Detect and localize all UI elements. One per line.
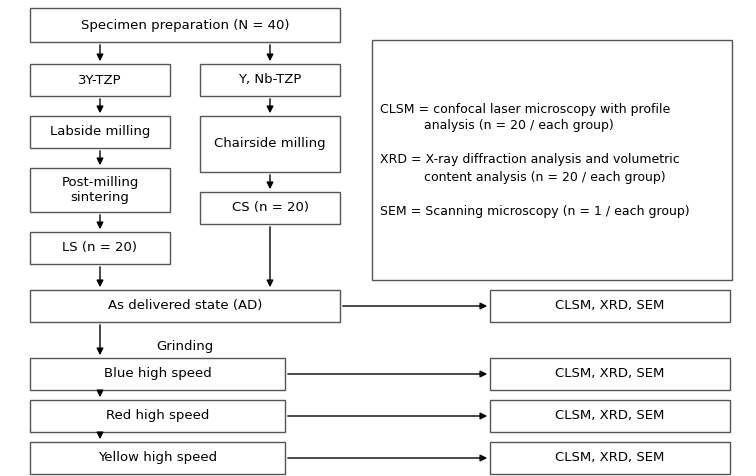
Bar [200,116,340,172]
Bar [490,400,730,432]
Text: CLSM, XRD, SEM: CLSM, XRD, SEM [556,367,665,380]
Text: CLSM = confocal laser microscopy with profile
           analysis (n = 20 / each: CLSM = confocal laser microscopy with pr… [380,102,689,218]
Text: Chairside milling: Chairside milling [214,138,326,150]
Bar [30,8,340,42]
Text: CS (n = 20): CS (n = 20) [231,201,308,215]
Text: Grinding: Grinding [156,340,214,353]
Bar [372,40,732,280]
Bar [490,358,730,390]
Text: Yellow high speed: Yellow high speed [98,452,217,465]
Text: CLSM, XRD, SEM: CLSM, XRD, SEM [556,299,665,313]
Text: Specimen preparation (N = 40): Specimen preparation (N = 40) [81,19,290,31]
Bar [30,358,285,390]
Bar [490,442,730,474]
Text: Labside milling: Labside milling [50,126,150,139]
Text: Y, Nb-TZP: Y, Nb-TZP [238,73,302,87]
Text: LS (n = 20): LS (n = 20) [63,241,138,255]
Text: 3Y-TZP: 3Y-TZP [78,73,122,87]
Text: Blue high speed: Blue high speed [104,367,212,380]
Text: CLSM, XRD, SEM: CLSM, XRD, SEM [556,452,665,465]
Bar [30,442,285,474]
Bar [200,64,340,96]
Bar [200,192,340,224]
Bar [30,400,285,432]
Bar [30,168,170,212]
Text: Post-milling
sintering: Post-milling sintering [61,176,138,204]
Text: As delivered state (AD): As delivered state (AD) [108,299,262,313]
Text: CLSM, XRD, SEM: CLSM, XRD, SEM [556,409,665,423]
Bar [30,116,170,148]
Bar [490,290,730,322]
Bar [30,64,170,96]
Text: Red high speed: Red high speed [106,409,209,423]
Bar [30,290,340,322]
Bar [30,232,170,264]
